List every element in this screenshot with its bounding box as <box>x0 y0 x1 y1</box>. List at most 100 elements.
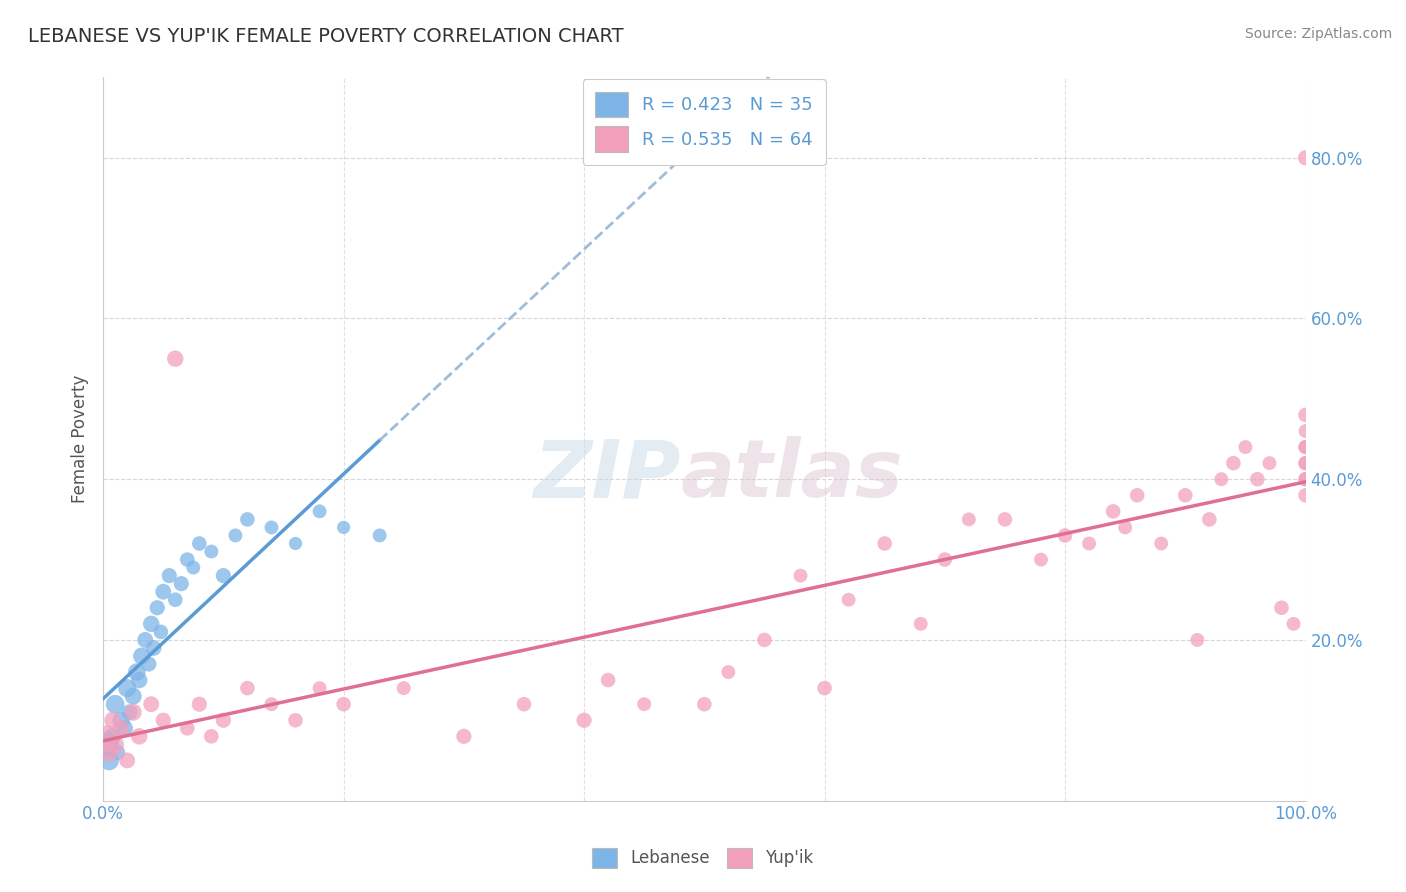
Point <box>1246 472 1268 486</box>
Point <box>1295 472 1317 486</box>
Point <box>754 632 776 647</box>
Point <box>693 697 716 711</box>
Point <box>1053 528 1076 542</box>
Point <box>236 512 259 526</box>
Point <box>118 705 141 719</box>
Point <box>1222 456 1244 470</box>
Point <box>200 544 222 558</box>
Point <box>789 568 811 582</box>
Point <box>284 536 307 550</box>
Point <box>149 624 172 639</box>
Point <box>110 713 132 727</box>
Point <box>934 552 956 566</box>
Point <box>212 568 235 582</box>
Point <box>1295 472 1317 486</box>
Point <box>224 528 246 542</box>
Point <box>114 721 136 735</box>
Point <box>176 721 198 735</box>
Text: atlas: atlas <box>681 436 903 514</box>
Point <box>141 697 163 711</box>
Point <box>1295 488 1317 502</box>
Point <box>994 512 1017 526</box>
Point <box>1078 536 1101 550</box>
Point <box>838 592 860 607</box>
Point <box>115 681 138 695</box>
Point <box>873 536 896 550</box>
Point <box>717 665 740 679</box>
Point <box>122 689 145 703</box>
Point <box>1187 632 1209 647</box>
Point <box>1295 456 1317 470</box>
Point <box>236 681 259 695</box>
Legend: R = 0.423   N = 35, R = 0.535   N = 64: R = 0.423 N = 35, R = 0.535 N = 64 <box>583 79 825 165</box>
Point <box>212 713 235 727</box>
Point <box>176 552 198 566</box>
Point <box>1114 520 1136 534</box>
Point <box>910 616 932 631</box>
Point <box>308 681 330 695</box>
Point <box>134 632 156 647</box>
Point <box>1295 151 1317 165</box>
Point <box>1211 472 1233 486</box>
Point <box>598 673 620 687</box>
Point <box>453 729 475 743</box>
Point <box>633 697 655 711</box>
Point <box>165 351 187 366</box>
Point <box>110 721 132 735</box>
Point <box>115 754 138 768</box>
Point <box>101 713 124 727</box>
Point <box>1295 424 1317 438</box>
Point <box>142 640 165 655</box>
Point <box>125 665 148 679</box>
Point <box>104 697 127 711</box>
Point <box>368 528 391 542</box>
Point <box>96 737 118 751</box>
Point <box>260 520 283 534</box>
Text: ZIP: ZIP <box>533 436 681 514</box>
Point <box>308 504 330 518</box>
Point <box>1295 408 1317 422</box>
Point <box>200 729 222 743</box>
Point <box>128 729 150 743</box>
Point <box>1258 456 1281 470</box>
Point <box>152 584 174 599</box>
Point <box>260 697 283 711</box>
Point <box>813 681 835 695</box>
Point <box>1295 440 1317 454</box>
Point <box>1150 536 1173 550</box>
Point <box>188 697 211 711</box>
Point <box>1126 488 1149 502</box>
Point <box>104 737 127 751</box>
Point <box>1174 488 1197 502</box>
Point <box>157 568 180 582</box>
Point <box>146 600 169 615</box>
Point <box>188 536 211 550</box>
Point <box>1234 440 1257 454</box>
Point <box>1102 504 1125 518</box>
Point <box>572 713 595 727</box>
Point <box>392 681 415 695</box>
Text: LEBANESE VS YUP'IK FEMALE POVERTY CORRELATION CHART: LEBANESE VS YUP'IK FEMALE POVERTY CORREL… <box>28 27 624 45</box>
Point <box>181 560 204 574</box>
Point <box>332 697 354 711</box>
Point <box>1198 512 1220 526</box>
Point <box>332 520 354 534</box>
Point <box>1295 456 1317 470</box>
Point <box>284 713 307 727</box>
Point <box>107 746 129 760</box>
Point <box>165 592 187 607</box>
Point <box>170 576 193 591</box>
Point <box>1270 600 1292 615</box>
Point <box>957 512 980 526</box>
Legend: Lebanese, Yup'ik: Lebanese, Yup'ik <box>586 841 820 875</box>
Point <box>1282 616 1305 631</box>
Point <box>128 673 150 687</box>
Point <box>98 754 121 768</box>
Point <box>141 616 163 631</box>
Text: Source: ZipAtlas.com: Source: ZipAtlas.com <box>1244 27 1392 41</box>
Point <box>131 648 153 663</box>
Point <box>1029 552 1052 566</box>
Point <box>152 713 174 727</box>
Point <box>96 729 118 743</box>
Point <box>1295 440 1317 454</box>
